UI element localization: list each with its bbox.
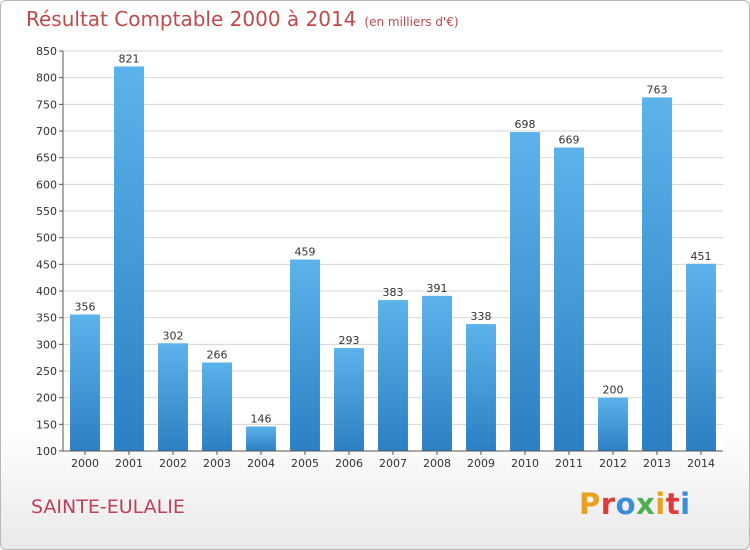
- y-tick-label: 250: [36, 365, 57, 378]
- data-label: 459: [295, 246, 316, 259]
- x-tick-label: 2014: [687, 457, 715, 470]
- x-tick-label: 2013: [643, 457, 671, 470]
- y-tick-label: 750: [36, 98, 57, 111]
- logo-letter: t: [665, 487, 681, 521]
- x-tick-label: 2012: [599, 457, 627, 470]
- data-label: 698: [515, 118, 536, 131]
- data-label: 146: [251, 412, 272, 425]
- bar: [202, 362, 232, 451]
- bar: [158, 343, 188, 451]
- x-tick-label: 2011: [555, 457, 583, 470]
- bar: [246, 426, 276, 451]
- x-tick-label: 2001: [115, 457, 143, 470]
- x-tick-label: 2008: [423, 457, 451, 470]
- data-label: 763: [647, 83, 668, 96]
- y-tick-label: 650: [36, 152, 57, 165]
- bar: [642, 97, 672, 452]
- data-label: 451: [691, 250, 712, 263]
- chart-title: Résultat Comptable 2000 à 2014: [26, 7, 357, 31]
- data-label: 669: [559, 134, 580, 147]
- y-tick-label: 700: [36, 125, 57, 138]
- x-tick-label: 2003: [203, 457, 231, 470]
- data-label: 391: [427, 282, 448, 295]
- data-label: 383: [383, 286, 404, 299]
- y-tick-label: 150: [36, 418, 57, 431]
- logo-letter: i: [680, 487, 691, 521]
- chart-title-block: Résultat Comptable 2000 à 2014 (en millie…: [26, 7, 459, 31]
- x-tick-label: 2004: [247, 457, 275, 470]
- bar: [334, 348, 364, 451]
- bar: [554, 147, 584, 452]
- y-tick-label: 600: [36, 178, 57, 191]
- x-tick-label: 2002: [159, 457, 187, 470]
- data-label: 356: [75, 300, 96, 313]
- logo-letter: P: [579, 487, 601, 521]
- bar: [510, 132, 540, 452]
- bar: [70, 314, 100, 451]
- logo-letter: i: [655, 487, 666, 521]
- data-label: 821: [119, 52, 140, 65]
- bar: [686, 263, 716, 451]
- bar: [378, 300, 408, 451]
- data-label: 266: [207, 348, 228, 361]
- y-tick-label: 850: [36, 45, 57, 58]
- y-tick-label: 350: [36, 312, 57, 325]
- bar: [422, 295, 452, 451]
- y-tick-label: 300: [36, 338, 57, 351]
- bar: [598, 397, 628, 451]
- bar: [290, 259, 320, 451]
- bar: [114, 66, 144, 451]
- data-label: 200: [603, 384, 624, 397]
- x-tick-label: 2009: [467, 457, 495, 470]
- data-label: 302: [163, 329, 184, 342]
- x-tick-label: 2007: [379, 457, 407, 470]
- proxiti-logo: Proxiti: [579, 487, 691, 521]
- commune-name: SAINTE-EULALIE: [31, 496, 185, 518]
- logo-letter: o: [615, 487, 637, 521]
- data-label: 338: [471, 310, 492, 323]
- y-tick-label: 100: [36, 445, 57, 458]
- logo-letter: r: [600, 487, 616, 521]
- x-tick-label: 2006: [335, 457, 363, 470]
- y-tick-label: 200: [36, 392, 57, 405]
- data-label: 293: [339, 334, 360, 347]
- y-tick-label: 550: [36, 205, 57, 218]
- y-tick-label: 450: [36, 258, 57, 271]
- logo-letter: x: [636, 487, 656, 521]
- y-tick-label: 400: [36, 285, 57, 298]
- y-tick-label: 500: [36, 232, 57, 245]
- x-tick-label: 2000: [71, 457, 99, 470]
- x-tick-label: 2010: [511, 457, 539, 470]
- bar: [466, 324, 496, 451]
- chart-subtitle: (en milliers d'€): [364, 15, 459, 29]
- y-tick-label: 800: [36, 72, 57, 85]
- x-tick-label: 2005: [291, 457, 319, 470]
